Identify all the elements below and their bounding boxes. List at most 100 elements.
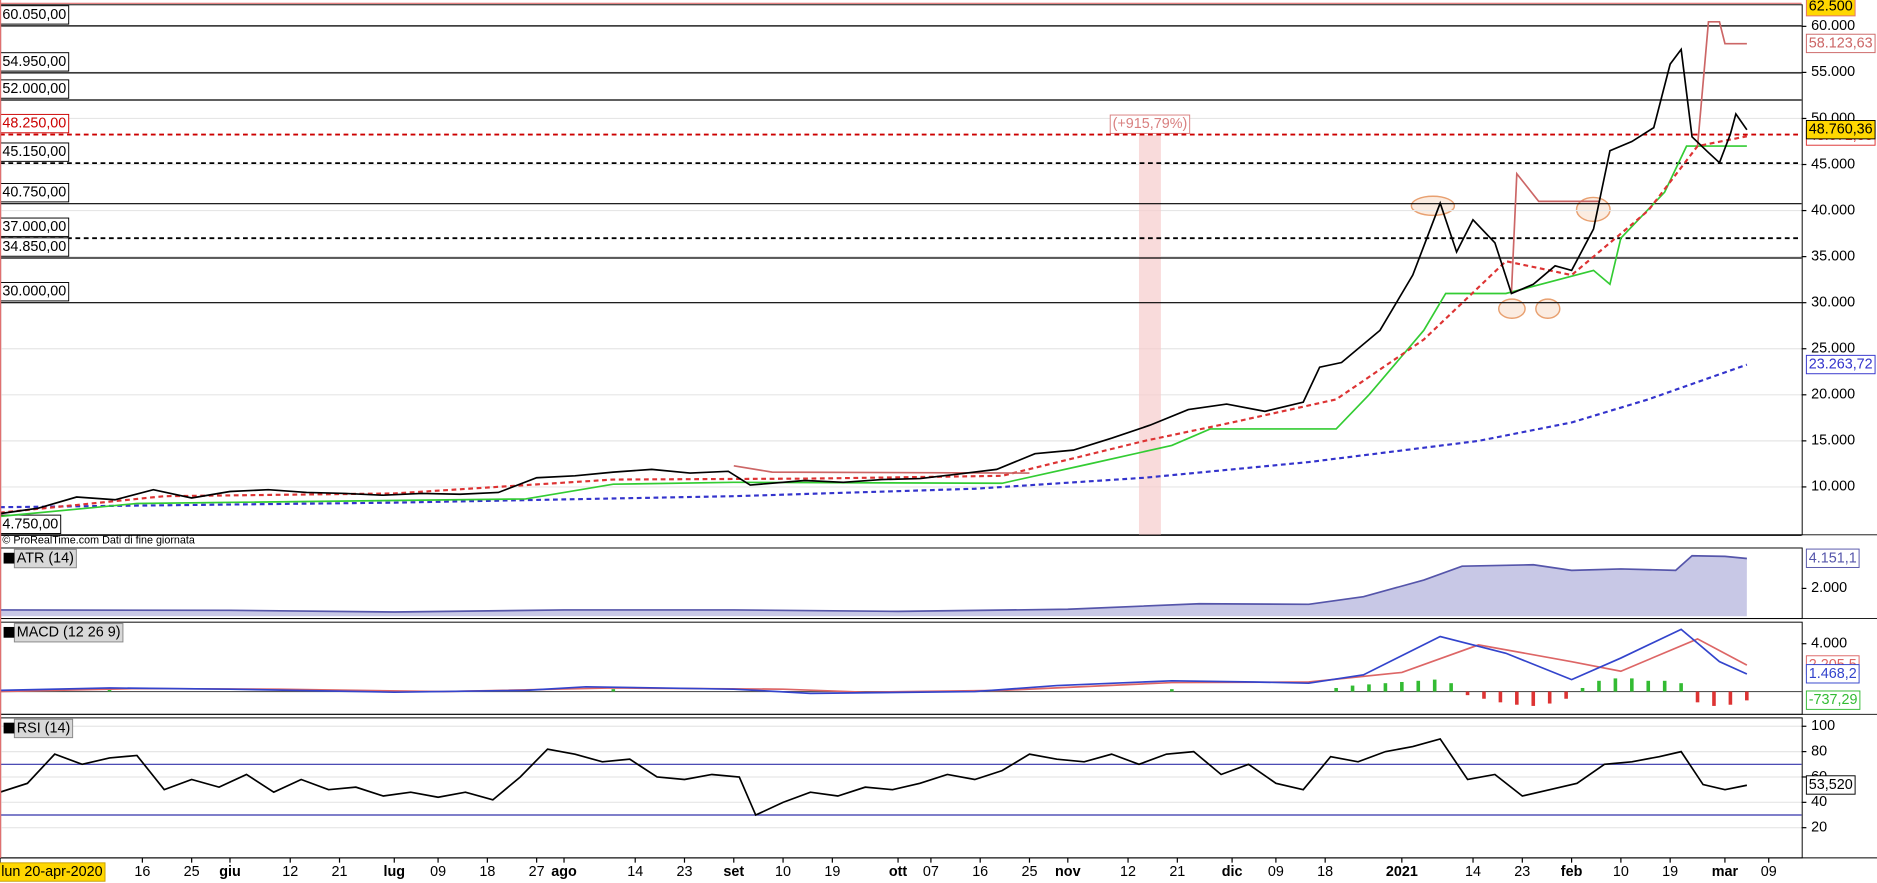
level-label-box [0,514,62,534]
y-tick-label: 4.000 [1811,636,1847,652]
histogram-bar [1728,691,1733,705]
level-label-box [0,52,70,72]
panel-title: RSI (14) [17,720,70,736]
histogram-bar [1646,680,1651,692]
histogram-bar [1449,683,1453,692]
histogram-bar [1712,691,1716,706]
histogram-bar [1745,691,1749,701]
value-label: 58.123,63 [1809,35,1873,51]
x-tick-label: 10 [1613,864,1629,880]
series-line [0,737,1748,817]
x-tick-label: mar [1712,864,1739,880]
value-label-box [1805,548,1860,568]
value-label: 48.760,36 [1809,122,1873,138]
x-tick-label: 25 [1021,864,1037,880]
y-tick-label: 10.000 [1811,479,1855,495]
level-label-box [0,113,70,134]
level-label-box [0,142,70,162]
histogram-bar [1367,684,1371,692]
x-tick-label: 09 [1761,864,1777,880]
y-tick-label: 15.000 [1811,433,1855,449]
x-tick-label: 12 [282,864,298,880]
y-tick-label: 30.000 [1811,294,1855,310]
x-tick-label: 16 [134,864,150,880]
x-tick-label: 21 [332,864,348,880]
histogram-bar [1334,687,1338,692]
histogram-bar [1597,680,1601,692]
level-label: 60.050,00 [2,7,66,23]
level-label-box [0,237,70,257]
series-line [733,20,1747,474]
x-tick-label: 18 [479,864,495,880]
histogram-bar [1465,691,1470,696]
histogram-bar [1662,680,1667,692]
level-label: 52.000,00 [2,81,66,97]
histogram-bar [1350,685,1355,692]
x-tick-label: dic [1222,864,1243,880]
series-line [0,47,1748,515]
value-label-box [1805,33,1876,54]
level-label: 62.500 [1809,0,1853,15]
y-tick-label: 20 [1811,819,1827,835]
annotation-band [1138,135,1161,535]
histogram-bar [1498,691,1503,703]
panel-title: MACD (12 26 9) [17,625,121,641]
y-tick-label: 80 [1811,743,1827,759]
value-label: 53,520 [1809,777,1853,793]
highlight-ellipse [1498,298,1526,319]
x-tick-label: 07 [923,864,939,880]
histogram-bar [107,689,112,692]
panel-title-icon [3,722,15,734]
x-tick-label: 10 [775,864,791,880]
y-tick-label: 40.000 [1811,202,1855,218]
y-tick-label: 100 [1811,718,1835,734]
x-tick-label: lun 20-apr-2020 [1,864,102,880]
level-label-box [0,217,70,237]
x-tick-label: 23 [1514,864,1530,880]
level-label: 40.750,00 [2,185,66,201]
x-tick-label: 19 [824,864,840,880]
annotation-label-box [1109,114,1191,134]
level-label-box [0,282,70,302]
x-tick-label: 09 [430,864,446,880]
series-line [0,637,1748,693]
histogram-bar [1515,691,1519,705]
level-label-box [0,5,70,25]
x-tick-label: 14 [1465,864,1481,880]
panel-title-icon [3,626,15,638]
level-label: 30.000,00 [2,284,66,300]
highlight-ellipse [1535,298,1561,319]
y-tick-label: 2.000 [1811,580,1847,596]
x-tick-label: 14 [627,864,643,880]
series-line [0,554,1747,613]
histogram-bar [1416,680,1421,692]
x-tick-label: 27 [529,864,545,880]
series-line [0,628,1748,695]
level-label-box [1805,0,1856,17]
histogram-bar [1170,689,1174,692]
histogram-bar [1630,678,1634,692]
value-label: 23.263,72 [1809,357,1873,373]
histogram-bar [1383,683,1388,692]
panel-title: ATR (14) [17,551,74,567]
value-label-box [1805,775,1856,795]
histogram-bar [1432,679,1437,692]
x-tick-label: 21 [1169,864,1185,880]
level-label-box [0,183,70,203]
source-note: © ProRealTime.com Dati di fine giornata [2,535,194,547]
x-tick-label: lug [383,864,405,880]
level-label: 54.950,00 [2,54,66,70]
x-tick-label: ago [551,864,577,880]
value-label-box [1805,354,1876,375]
x-tick-label: 18 [1317,864,1333,880]
level-label-box [0,79,70,99]
x-tick-label: set [723,864,744,880]
y-tick-label: 40 [1811,794,1827,810]
x-tick-label: ott [889,864,908,880]
x-tick-label: feb [1561,864,1583,880]
value-label: 4.151,1 [1809,550,1857,566]
series-line [0,145,1747,518]
histogram-bar [1482,691,1486,699]
value-label: 1.468,2 [1809,666,1857,682]
